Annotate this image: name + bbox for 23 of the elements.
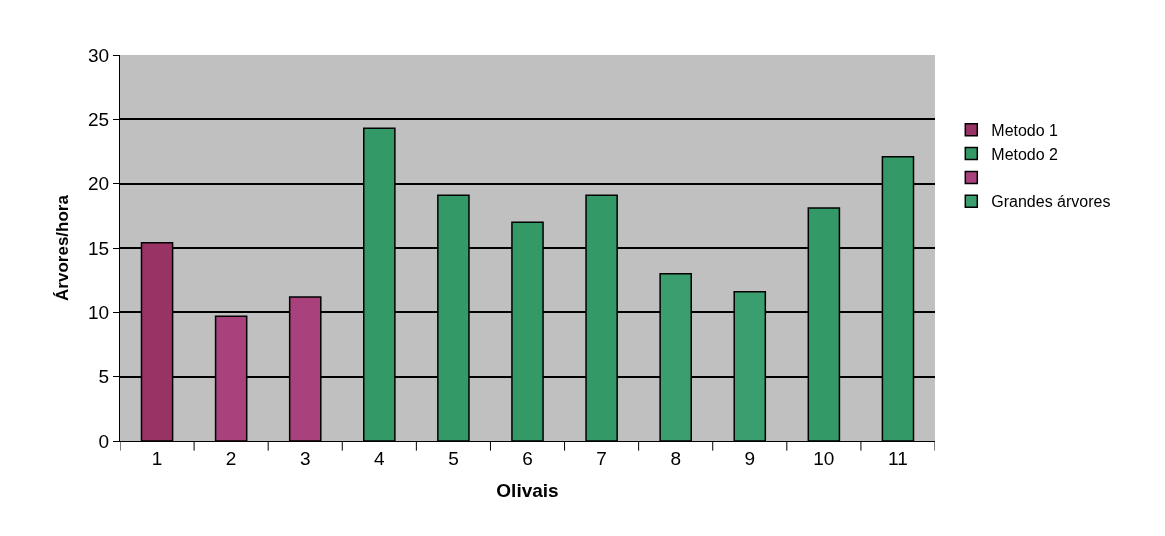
y-axis-title: Árvores/hora — [52, 194, 72, 301]
x-tick-label: 1 — [151, 447, 163, 469]
y-tick-label: 25 — [88, 108, 110, 130]
x-tick-label: 9 — [744, 447, 756, 469]
x-tick-label: 5 — [448, 447, 459, 469]
x-tick-label: 3 — [299, 447, 311, 469]
x-tick-label: 7 — [596, 447, 607, 469]
x-tick-label: 4 — [374, 447, 386, 469]
x-tick-label: 8 — [670, 447, 681, 469]
y-tick-label: 15 — [88, 237, 110, 259]
x-axis-title: Olivais — [496, 479, 559, 501]
x-tick-label: 6 — [522, 447, 533, 469]
legend-label: Metodo 1 — [991, 122, 1059, 140]
x-tick-label: 11 — [888, 447, 908, 469]
x-tick-label: 10 — [813, 447, 835, 469]
legend-label: Grandes árvores — [991, 193, 1111, 211]
x-tick-label: 2 — [225, 447, 237, 469]
y-tick-label: 20 — [88, 173, 110, 195]
y-tick-label: 5 — [98, 366, 110, 388]
legend-label: Metodo 2 — [991, 145, 1059, 163]
y-tick-label: 30 — [88, 44, 110, 66]
y-tick-label: 0 — [98, 430, 110, 452]
y-tick-label: 10 — [88, 301, 110, 323]
